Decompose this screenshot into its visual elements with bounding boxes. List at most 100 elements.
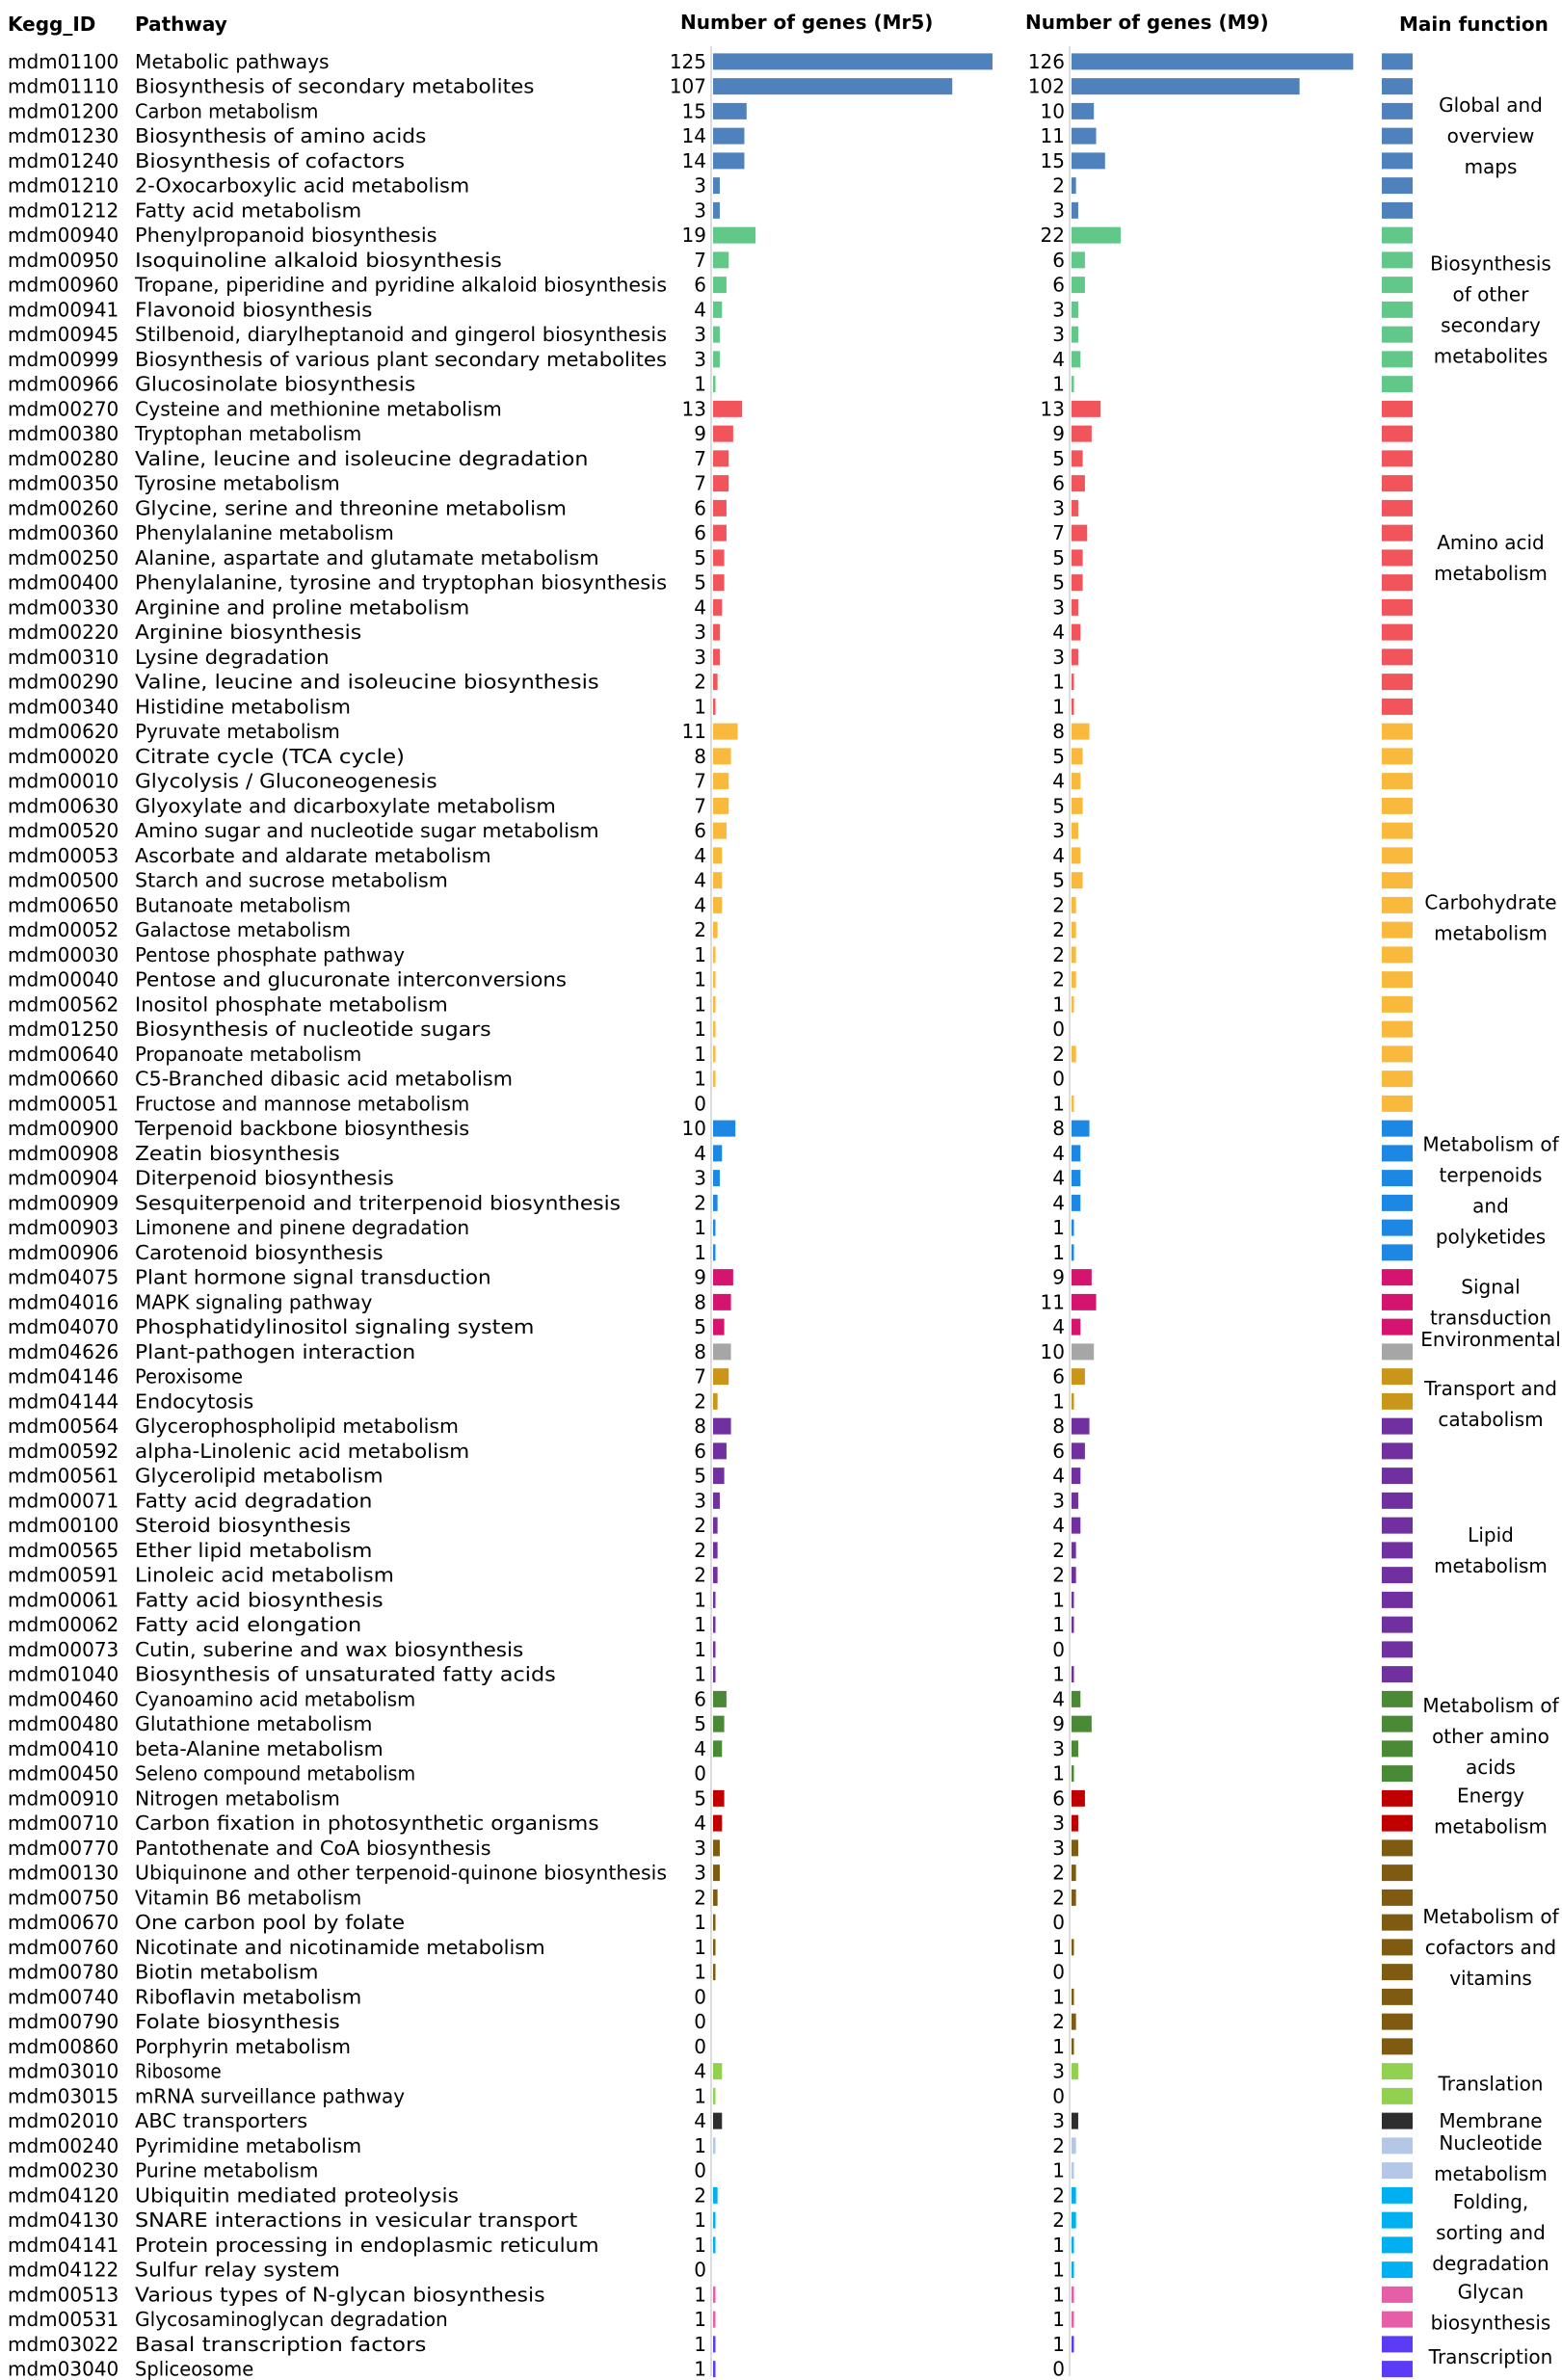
row-kegg-id: mdm03010	[8, 2060, 119, 2083]
function-swatch	[1382, 326, 1413, 343]
m9-value-label: 13	[1041, 397, 1065, 420]
mr5-bar	[713, 698, 716, 715]
mr5-bar	[713, 1492, 720, 1509]
row-pathway-label: Endocytosis	[135, 1389, 253, 1413]
main-function-label: polyketides	[1436, 1226, 1546, 1249]
row-pathway-label: Carotenoid biosynthesis	[135, 1241, 384, 1264]
function-swatch	[1382, 995, 1413, 1013]
mr5-bar	[713, 674, 718, 691]
m9-value-label: 4	[1052, 844, 1065, 867]
row-pathway-label: Porphyrin metabolism	[135, 2035, 351, 2058]
table-row: mdm01212 Fatty acid metabolism 3 3	[8, 198, 1413, 222]
mr5-bar	[713, 872, 723, 889]
mr5-value-label: 14	[682, 124, 706, 147]
table-row: mdm00250 Alanine, aspartate and glutamate…	[8, 546, 1413, 569]
row-kegg-id: mdm00790	[8, 2010, 119, 2033]
m9-value-label: 2	[1052, 2208, 1065, 2232]
m9-value-label: 8	[1052, 1117, 1065, 1140]
m9-bar	[1072, 1368, 1085, 1386]
m9-bar	[1072, 946, 1076, 964]
mr5-bar	[713, 2311, 716, 2328]
main-function-label: Environmental	[1420, 1328, 1561, 1351]
m9-bar	[1072, 995, 1074, 1013]
function-swatch	[1382, 1368, 1413, 1386]
mr5-bar	[713, 326, 720, 343]
table-row: mdm01040 Biosynthesis of unsaturated fatt…	[8, 1663, 1413, 1686]
mr5-value-label: 1	[694, 1018, 706, 1041]
function-swatch	[1382, 1293, 1413, 1310]
main-function-label: catabolism	[1438, 1408, 1543, 1431]
row-kegg-id: mdm00052	[8, 918, 119, 941]
row-pathway-label: Biosynthesis of unsaturated fatty acids	[135, 1663, 556, 1686]
m9-value-label: 15	[1041, 149, 1065, 172]
mr5-bar	[713, 1789, 725, 1807]
main-function-label: Global and	[1439, 93, 1543, 117]
row-kegg-id: mdm00051	[8, 1092, 119, 1115]
mr5-value-label: 5	[694, 1786, 706, 1810]
row-kegg-id: mdm00561	[8, 1465, 119, 1488]
mr5-bar	[713, 201, 720, 219]
main-function-label: sorting and	[1436, 2221, 1546, 2244]
m9-value-label: 9	[1052, 422, 1065, 445]
m9-value-label: 1	[1052, 1762, 1065, 1785]
row-pathway-label: Fatty acid degradation	[135, 1489, 372, 1512]
mr5-value-label: 3	[694, 1167, 706, 1190]
table-row: mdm00310 Lysine degradation 3 3	[8, 646, 1413, 669]
main-function-label: and	[1472, 1195, 1509, 1218]
mr5-bar	[713, 1567, 718, 1584]
row-pathway-label: SNARE interactions in vesicular transpor…	[135, 2208, 577, 2232]
row-pathway-label: Glutathione metabolism	[135, 1712, 372, 1735]
m9-bar	[1072, 896, 1076, 913]
mr5-bar	[713, 425, 733, 442]
mr5-bar	[713, 1715, 725, 1732]
row-kegg-id: mdm00280	[8, 447, 119, 470]
row-kegg-id: mdm00650	[8, 893, 119, 916]
function-swatch	[1382, 1170, 1413, 1187]
mr5-bar	[713, 1939, 716, 1956]
table-row: mdm00903 Limonene and pinene degradation 1…	[8, 1216, 1413, 1239]
m9-bar	[1072, 251, 1085, 269]
mr5-value-label: 4	[694, 844, 706, 867]
mr5-bar	[713, 847, 723, 864]
table-row: mdm01210 2-Oxocarboxylic acid metabolism 3…	[8, 174, 1413, 198]
mr5-value-label: 1	[694, 695, 706, 718]
mr5-value-label: 8	[694, 1340, 706, 1363]
m9-value-label: 1	[1052, 2308, 1065, 2331]
row-kegg-id: mdm04122	[8, 2259, 119, 2282]
m9-bar	[1072, 102, 1095, 119]
row-kegg-id: mdm00770	[8, 1837, 119, 1860]
m9-bar	[1072, 1616, 1074, 1633]
mr5-value-label: 4	[694, 1142, 706, 1165]
table-row: mdm00062 Fatty acid elongation 1 1	[8, 1613, 1413, 1636]
function-swatch	[1382, 1468, 1413, 1485]
mr5-bar	[713, 1343, 731, 1361]
m9-value-label: 1	[1052, 1613, 1065, 1636]
mr5-value-label: 7	[694, 770, 706, 793]
mr5-bar	[713, 797, 729, 814]
mr5-value-label: 8	[694, 1415, 706, 1438]
mr5-bar	[713, 1517, 718, 1534]
row-kegg-id: mdm00410	[8, 1737, 119, 1760]
row-kegg-id: mdm00130	[8, 1862, 119, 1885]
row-pathway-label: Terpenoid backbone biosynthesis	[134, 1117, 469, 1140]
m9-value-label: 102	[1028, 75, 1065, 98]
row-kegg-id: mdm00941	[8, 298, 119, 321]
row-pathway-label: Plant hormone signal transduction	[135, 1266, 491, 1289]
mr5-value-label: 15	[682, 99, 706, 122]
main-function-label: metabolism	[1434, 2162, 1548, 2185]
table-row: mdm00904 Diterpenoid biosynthesis 3 4	[8, 1167, 1413, 1190]
table-row: mdm00900 Terpenoid backbone biosynthesis 1…	[8, 1117, 1413, 1140]
mr5-bar	[713, 1269, 733, 1286]
function-swatch	[1382, 1542, 1413, 1559]
row-pathway-label: Linoleic acid metabolism	[135, 1564, 394, 1587]
mr5-bar	[713, 2361, 716, 2378]
main-function-label: overview	[1447, 124, 1535, 147]
function-swatch	[1382, 549, 1413, 567]
mr5-value-label: 6	[694, 496, 706, 519]
m9-value-label: 3	[1052, 2060, 1065, 2083]
table-row: mdm00592 alpha-Linolenic acid metabolism 6…	[8, 1440, 1413, 1463]
row-pathway-label: Amino sugar and nucleotide sugar metabol…	[135, 819, 599, 842]
table-row: mdm00380 Tryptophan metabolism 9 9	[8, 422, 1413, 445]
table-row: mdm00909 Sesquiterpenoid and triterpenoid…	[8, 1191, 1413, 1214]
function-swatch	[1382, 2013, 1413, 2030]
